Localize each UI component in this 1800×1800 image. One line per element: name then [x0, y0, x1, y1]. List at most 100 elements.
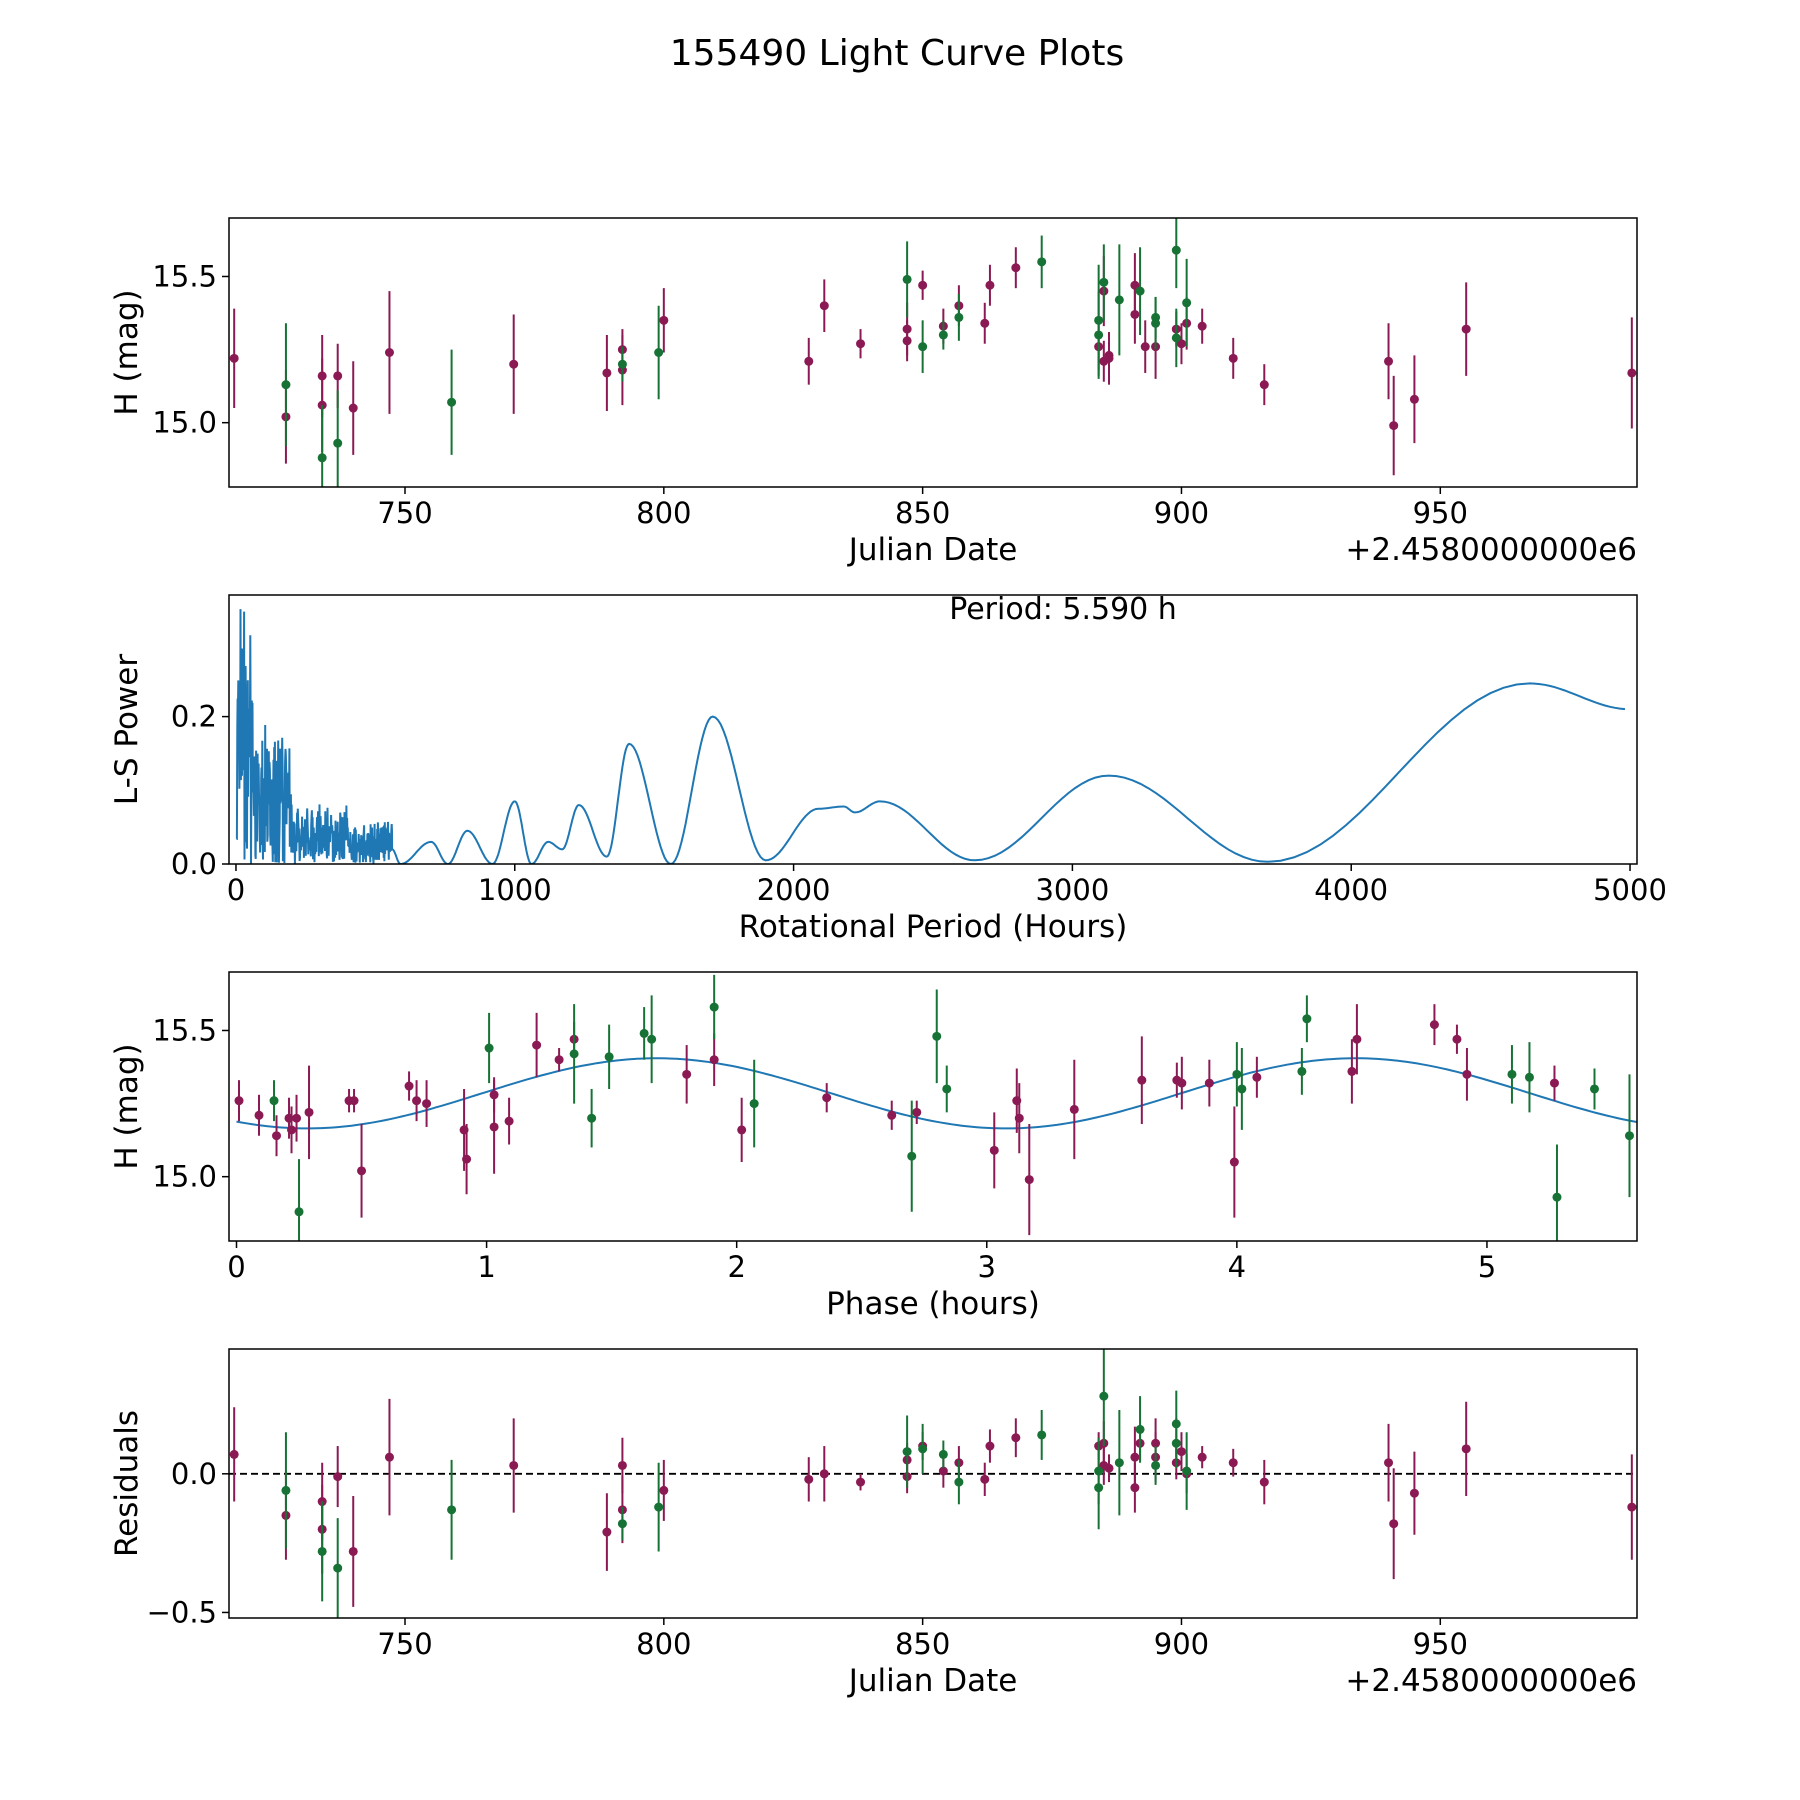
residuals-maroon-point	[1104, 1463, 1114, 1473]
lightcurve-green-point	[1135, 286, 1145, 296]
residuals-maroon-point	[1384, 1458, 1394, 1468]
lightcurve-maroon-point	[1461, 324, 1471, 334]
phased-maroon-point	[1429, 1020, 1439, 1030]
lightcurve-maroon-point	[333, 371, 343, 381]
residuals-maroon-point	[980, 1474, 990, 1484]
lightcurve-green-point	[654, 348, 664, 357]
phased-maroon-point	[1024, 1175, 1034, 1185]
phased-green-point	[569, 1049, 579, 1059]
phased-maroon-point	[989, 1145, 999, 1155]
residuals-green-point	[447, 1505, 457, 1515]
lightcurve-green-point	[954, 312, 964, 322]
periodogram-xtick-label: 1000	[478, 873, 552, 907]
phased-maroon-point	[254, 1110, 264, 1120]
phased-green-point	[294, 1207, 304, 1217]
phased-green-point	[709, 1002, 719, 1012]
phased-green-point	[942, 1084, 952, 1094]
phased-maroon-point	[887, 1110, 897, 1120]
residuals-xtick-label: 900	[1154, 1627, 1209, 1661]
lightcurve-xtick-label: 850	[895, 496, 950, 530]
phased-green-point	[749, 1099, 759, 1109]
periodogram-axes-frame	[228, 594, 1638, 865]
phased-green-point	[1297, 1066, 1307, 1076]
lightcurve-maroon-point	[229, 353, 239, 363]
lightcurve-green-point	[1182, 298, 1192, 308]
phased-maroon-point	[822, 1093, 832, 1103]
periodogram-xtick-label: 2000	[757, 873, 831, 907]
residuals-green-point	[1037, 1430, 1047, 1440]
phased-maroon-point	[1069, 1104, 1079, 1114]
residuals-maroon-point	[804, 1474, 814, 1484]
phased-maroon-point	[1229, 1157, 1239, 1167]
phased-maroon-point	[1549, 1078, 1559, 1088]
phased-maroon-point	[234, 1096, 244, 1106]
lightcurve-green-point	[1099, 277, 1109, 287]
phased-xtick-label: 5	[1478, 1250, 1496, 1284]
lightcurve-green-point	[938, 330, 948, 340]
phased-green-point	[587, 1113, 597, 1123]
lightcurve-maroon-point	[659, 315, 669, 325]
residuals-maroon-point	[229, 1449, 239, 1459]
lightcurve-plot-area	[229, 218, 1637, 487]
phased-maroon-point	[349, 1096, 359, 1106]
lightcurve-xlabel: Julian Date	[847, 532, 1018, 568]
phased-green-point	[907, 1151, 917, 1161]
phased-maroon-point	[292, 1113, 302, 1123]
periodogram-plot-area	[235, 609, 1626, 864]
phased-maroon-point	[489, 1122, 499, 1132]
phased-xtick-label: 3	[978, 1250, 996, 1284]
lightcurve-maroon-point	[819, 301, 829, 311]
residuals-axes-frame	[228, 1348, 1638, 1619]
lightcurve-xtick-label: 950	[1413, 496, 1468, 530]
residuals-maroon-point	[856, 1477, 866, 1487]
residuals-xtick-label: 850	[895, 1627, 950, 1661]
residuals-ytick-label: 0.0	[171, 1457, 217, 1491]
periodogram-ylabel: L-S Power	[109, 654, 145, 805]
residuals-x-offset-label: +2.4580000000e6	[1345, 1663, 1637, 1699]
residuals-maroon-point	[384, 1452, 394, 1462]
lightcurve-green-point	[617, 359, 627, 369]
phased-maroon-point	[1177, 1078, 1187, 1088]
lightcurve-maroon-point	[384, 348, 394, 357]
phased-maroon-point	[1452, 1034, 1462, 1044]
residuals-maroon-point	[1130, 1452, 1140, 1462]
lightcurve-ytick-label: 15.5	[152, 259, 217, 293]
phased-ylabel: H (mag)	[109, 1043, 145, 1169]
phased-plot-area	[234, 974, 1637, 1241]
phased-maroon-point	[422, 1099, 432, 1109]
periodogram-panel: Period: 5.590 h 0 1000 2000 3000 4000 5000 0.0 0…	[109, 592, 1667, 945]
periodogram-xlabel: Rotational Period (Hours)	[739, 909, 1128, 945]
residuals-maroon-point	[509, 1460, 519, 1470]
phased-green-point	[1624, 1131, 1634, 1141]
lightcurve-maroon-point	[1140, 342, 1150, 352]
phased-green-point	[1237, 1084, 1247, 1094]
residuals-maroon-point	[348, 1546, 358, 1556]
phased-green-point	[1232, 1069, 1242, 1079]
phased-maroon-point	[1252, 1072, 1262, 1082]
phased-maroon-point	[1204, 1078, 1214, 1088]
lightcurve-maroon-point	[1011, 263, 1021, 273]
lightcurve-green-point	[333, 438, 343, 448]
phased-model-curve	[236, 1057, 1637, 1130]
phased-xtick-label: 2	[727, 1250, 745, 1284]
lightcurve-maroon-point	[1197, 321, 1207, 331]
lightcurve-green-point	[918, 342, 928, 352]
residuals-green-point	[1171, 1438, 1181, 1448]
lightcurve-maroon-point	[1228, 353, 1238, 363]
residuals-xtick-label: 750	[377, 1627, 432, 1661]
periodogram-ytick-label: 0.2	[171, 700, 217, 734]
phased-xtick-label: 4	[1228, 1250, 1246, 1284]
phased-maroon-point	[357, 1166, 367, 1176]
phased-green-point	[1302, 1014, 1312, 1024]
residuals-green-point	[938, 1449, 948, 1459]
residuals-xlabel: Julian Date	[847, 1663, 1018, 1699]
residuals-green-point	[317, 1546, 327, 1556]
residuals-maroon-point	[1197, 1452, 1207, 1462]
phased-panel: 0 1 2 3 4 5 15.0 15.5 Phase (hours) H (mag)	[109, 971, 1638, 1322]
phased-maroon-point	[532, 1040, 542, 1050]
lightcurve-xtick-label: 750	[377, 496, 432, 530]
residuals-plot-area	[229, 1349, 1637, 1618]
lightcurve-maroon-point	[1409, 394, 1419, 404]
lightcurve-ylabel: H (mag)	[109, 289, 145, 415]
phased-ytick-label: 15.5	[152, 1013, 217, 1047]
